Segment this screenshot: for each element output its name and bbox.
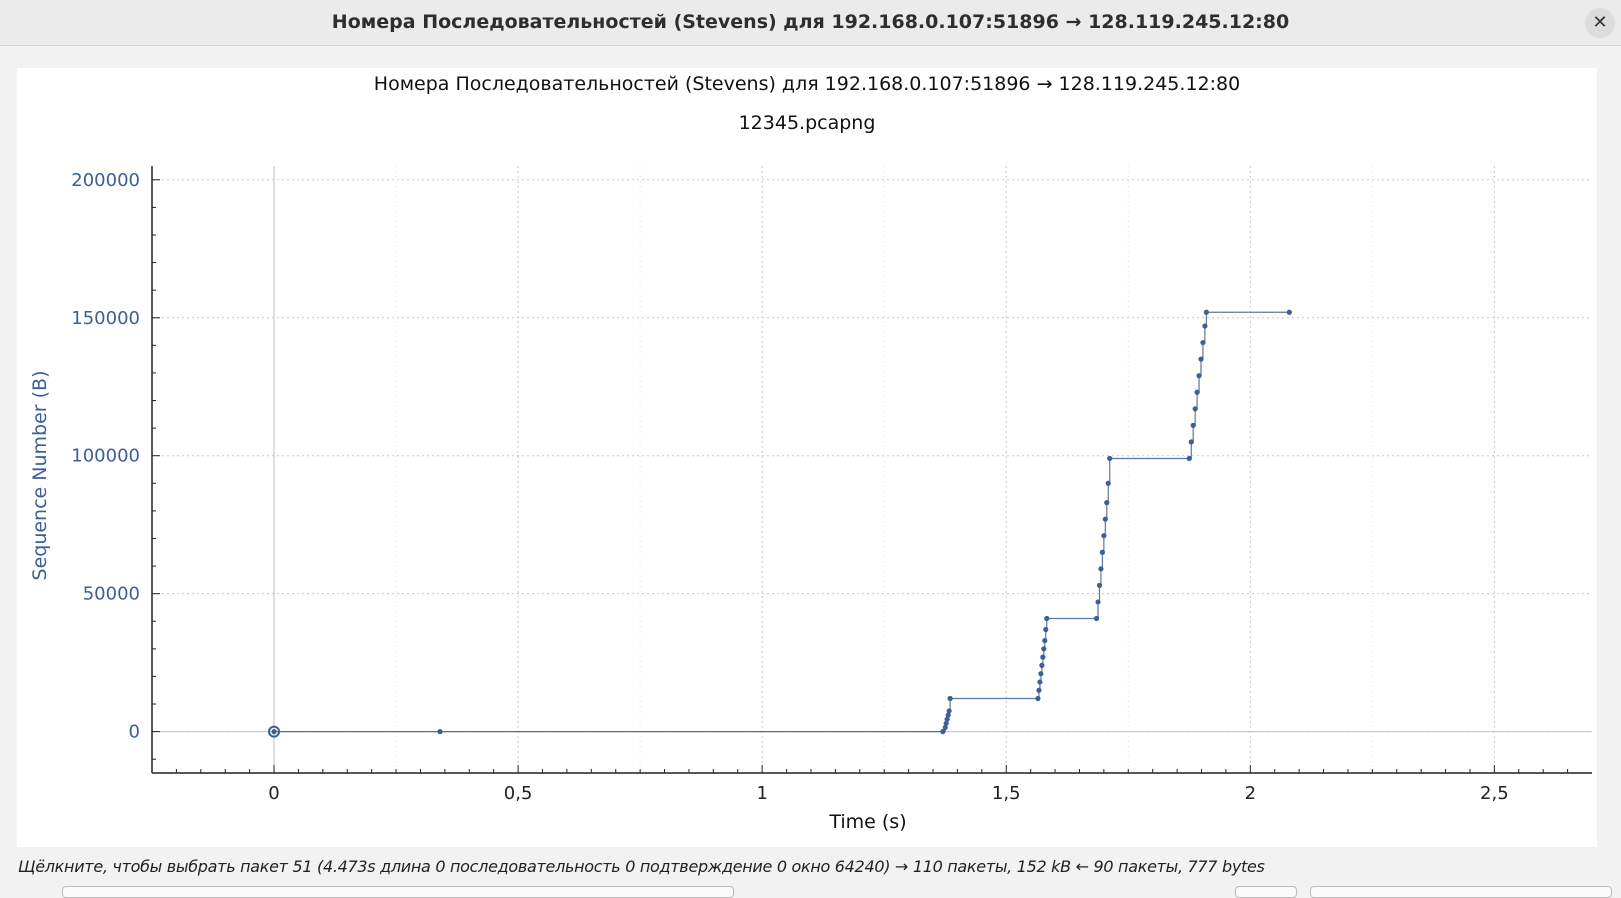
close-icon: ✕ [1592, 12, 1608, 33]
data-point [1200, 339, 1206, 346]
data-point [1043, 626, 1049, 633]
data-point [946, 708, 952, 714]
data-point [1194, 389, 1200, 395]
options-select[interactable] [1310, 886, 1612, 898]
data-point [271, 729, 277, 735]
series-line [274, 311, 1290, 733]
data-point [1107, 455, 1113, 462]
data-point [1093, 615, 1100, 622]
stream-spinbox[interactable] [1235, 886, 1297, 898]
data-point [1039, 662, 1045, 668]
data-point [1044, 615, 1050, 622]
chart-title: Номера Последовательностей (Stevens) для… [374, 73, 1240, 95]
window-title: Номера Последовательностей (Stevens) для… [331, 11, 1290, 33]
data-point [947, 695, 953, 702]
data-point [1036, 687, 1042, 693]
graph-type-select[interactable] [62, 886, 734, 898]
data-point [1035, 695, 1041, 702]
data-point [1198, 356, 1204, 362]
y-tick-label: 200000 [71, 170, 140, 191]
y-tick-label: 100000 [71, 446, 140, 467]
x-tick-label: 0 [268, 783, 279, 804]
data-point [1105, 480, 1111, 486]
data-point [1101, 533, 1107, 539]
data-point [1104, 500, 1110, 506]
data-point [943, 720, 949, 726]
x-tick-label: 2 [1245, 783, 1256, 804]
x-tick-label: 0,5 [504, 783, 533, 804]
data-point [1192, 406, 1198, 412]
y-axis-label: Sequence Number (B) [29, 371, 51, 581]
data-point [940, 729, 946, 735]
data-point [1190, 422, 1196, 428]
data-point [1041, 646, 1047, 652]
data-point [1196, 373, 1202, 379]
data-point [1037, 679, 1043, 685]
sequence-chart[interactable]: Номера Последовательностей (Stevens) для… [17, 68, 1597, 847]
data-point [942, 724, 948, 731]
data-point [437, 729, 443, 735]
window-titlebar: Номера Последовательностей (Stevens) для… [0, 0, 1621, 46]
data-point [1102, 516, 1108, 522]
data-point [945, 712, 951, 718]
data-point [1186, 455, 1192, 462]
data-point [1095, 599, 1101, 605]
y-tick-label: 50000 [83, 584, 140, 605]
data-point [944, 716, 950, 722]
y-tick-label: 0 [129, 722, 140, 743]
data-point [1202, 323, 1208, 329]
data-point [1098, 566, 1104, 572]
data-point [1203, 309, 1209, 315]
data-point [1096, 582, 1103, 588]
plot-panel[interactable]: Номера Последовательностей (Stevens) для… [17, 68, 1597, 847]
data-point [1040, 654, 1046, 660]
data-point [1286, 309, 1292, 315]
selected-point-marker [268, 725, 281, 738]
x-axis-label: Time (s) [828, 811, 906, 833]
chart-subtitle: 12345.pcapng [739, 112, 876, 134]
x-tick-label: 2,5 [1480, 783, 1509, 804]
x-tick-label: 1,5 [992, 783, 1021, 804]
data-point [1042, 637, 1048, 644]
data-point [1038, 671, 1044, 677]
data-point [1188, 439, 1194, 445]
x-tick-label: 1 [756, 783, 767, 804]
status-text: Щёлкните, чтобы выбрать пакет 51 (4.473s… [18, 857, 1265, 876]
close-button[interactable]: ✕ [1585, 8, 1615, 38]
y-tick-label: 150000 [71, 308, 140, 329]
data-point [1099, 549, 1105, 555]
